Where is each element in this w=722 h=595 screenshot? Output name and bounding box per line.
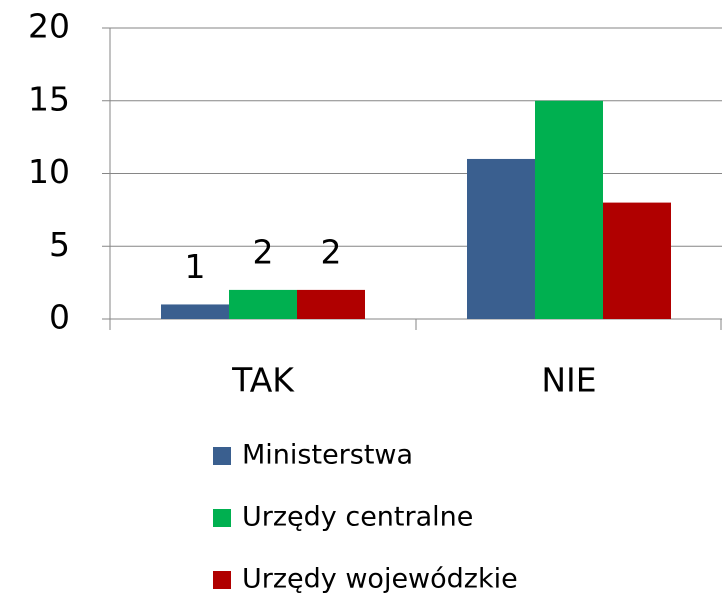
bar: [161, 304, 229, 319]
y-tick-label: 10: [28, 152, 70, 191]
bar: [297, 289, 365, 319]
data-label: 2: [253, 232, 274, 271]
data-label: 1: [185, 247, 206, 286]
y-tick-label: 15: [28, 79, 70, 118]
legend-swatch: [213, 571, 231, 589]
bar: [467, 158, 535, 319]
y-tick-label: 5: [49, 225, 70, 264]
bar: [229, 289, 297, 319]
data-label: 2: [321, 232, 342, 271]
x-tick-label: NIE: [541, 361, 596, 400]
legend-label: Urzędy centralne: [242, 502, 473, 533]
legend-label: Ministerstwa: [242, 440, 413, 471]
bar: [603, 202, 671, 319]
y-tick-label: 20: [28, 7, 70, 46]
legend-label: Urzędy wojewódzkie: [242, 564, 518, 595]
x-tick-label: TAK: [231, 361, 295, 400]
legend-swatch: [213, 509, 231, 527]
y-tick-label: 0: [49, 298, 70, 337]
legend-swatch: [213, 447, 231, 465]
bar: [535, 100, 603, 319]
